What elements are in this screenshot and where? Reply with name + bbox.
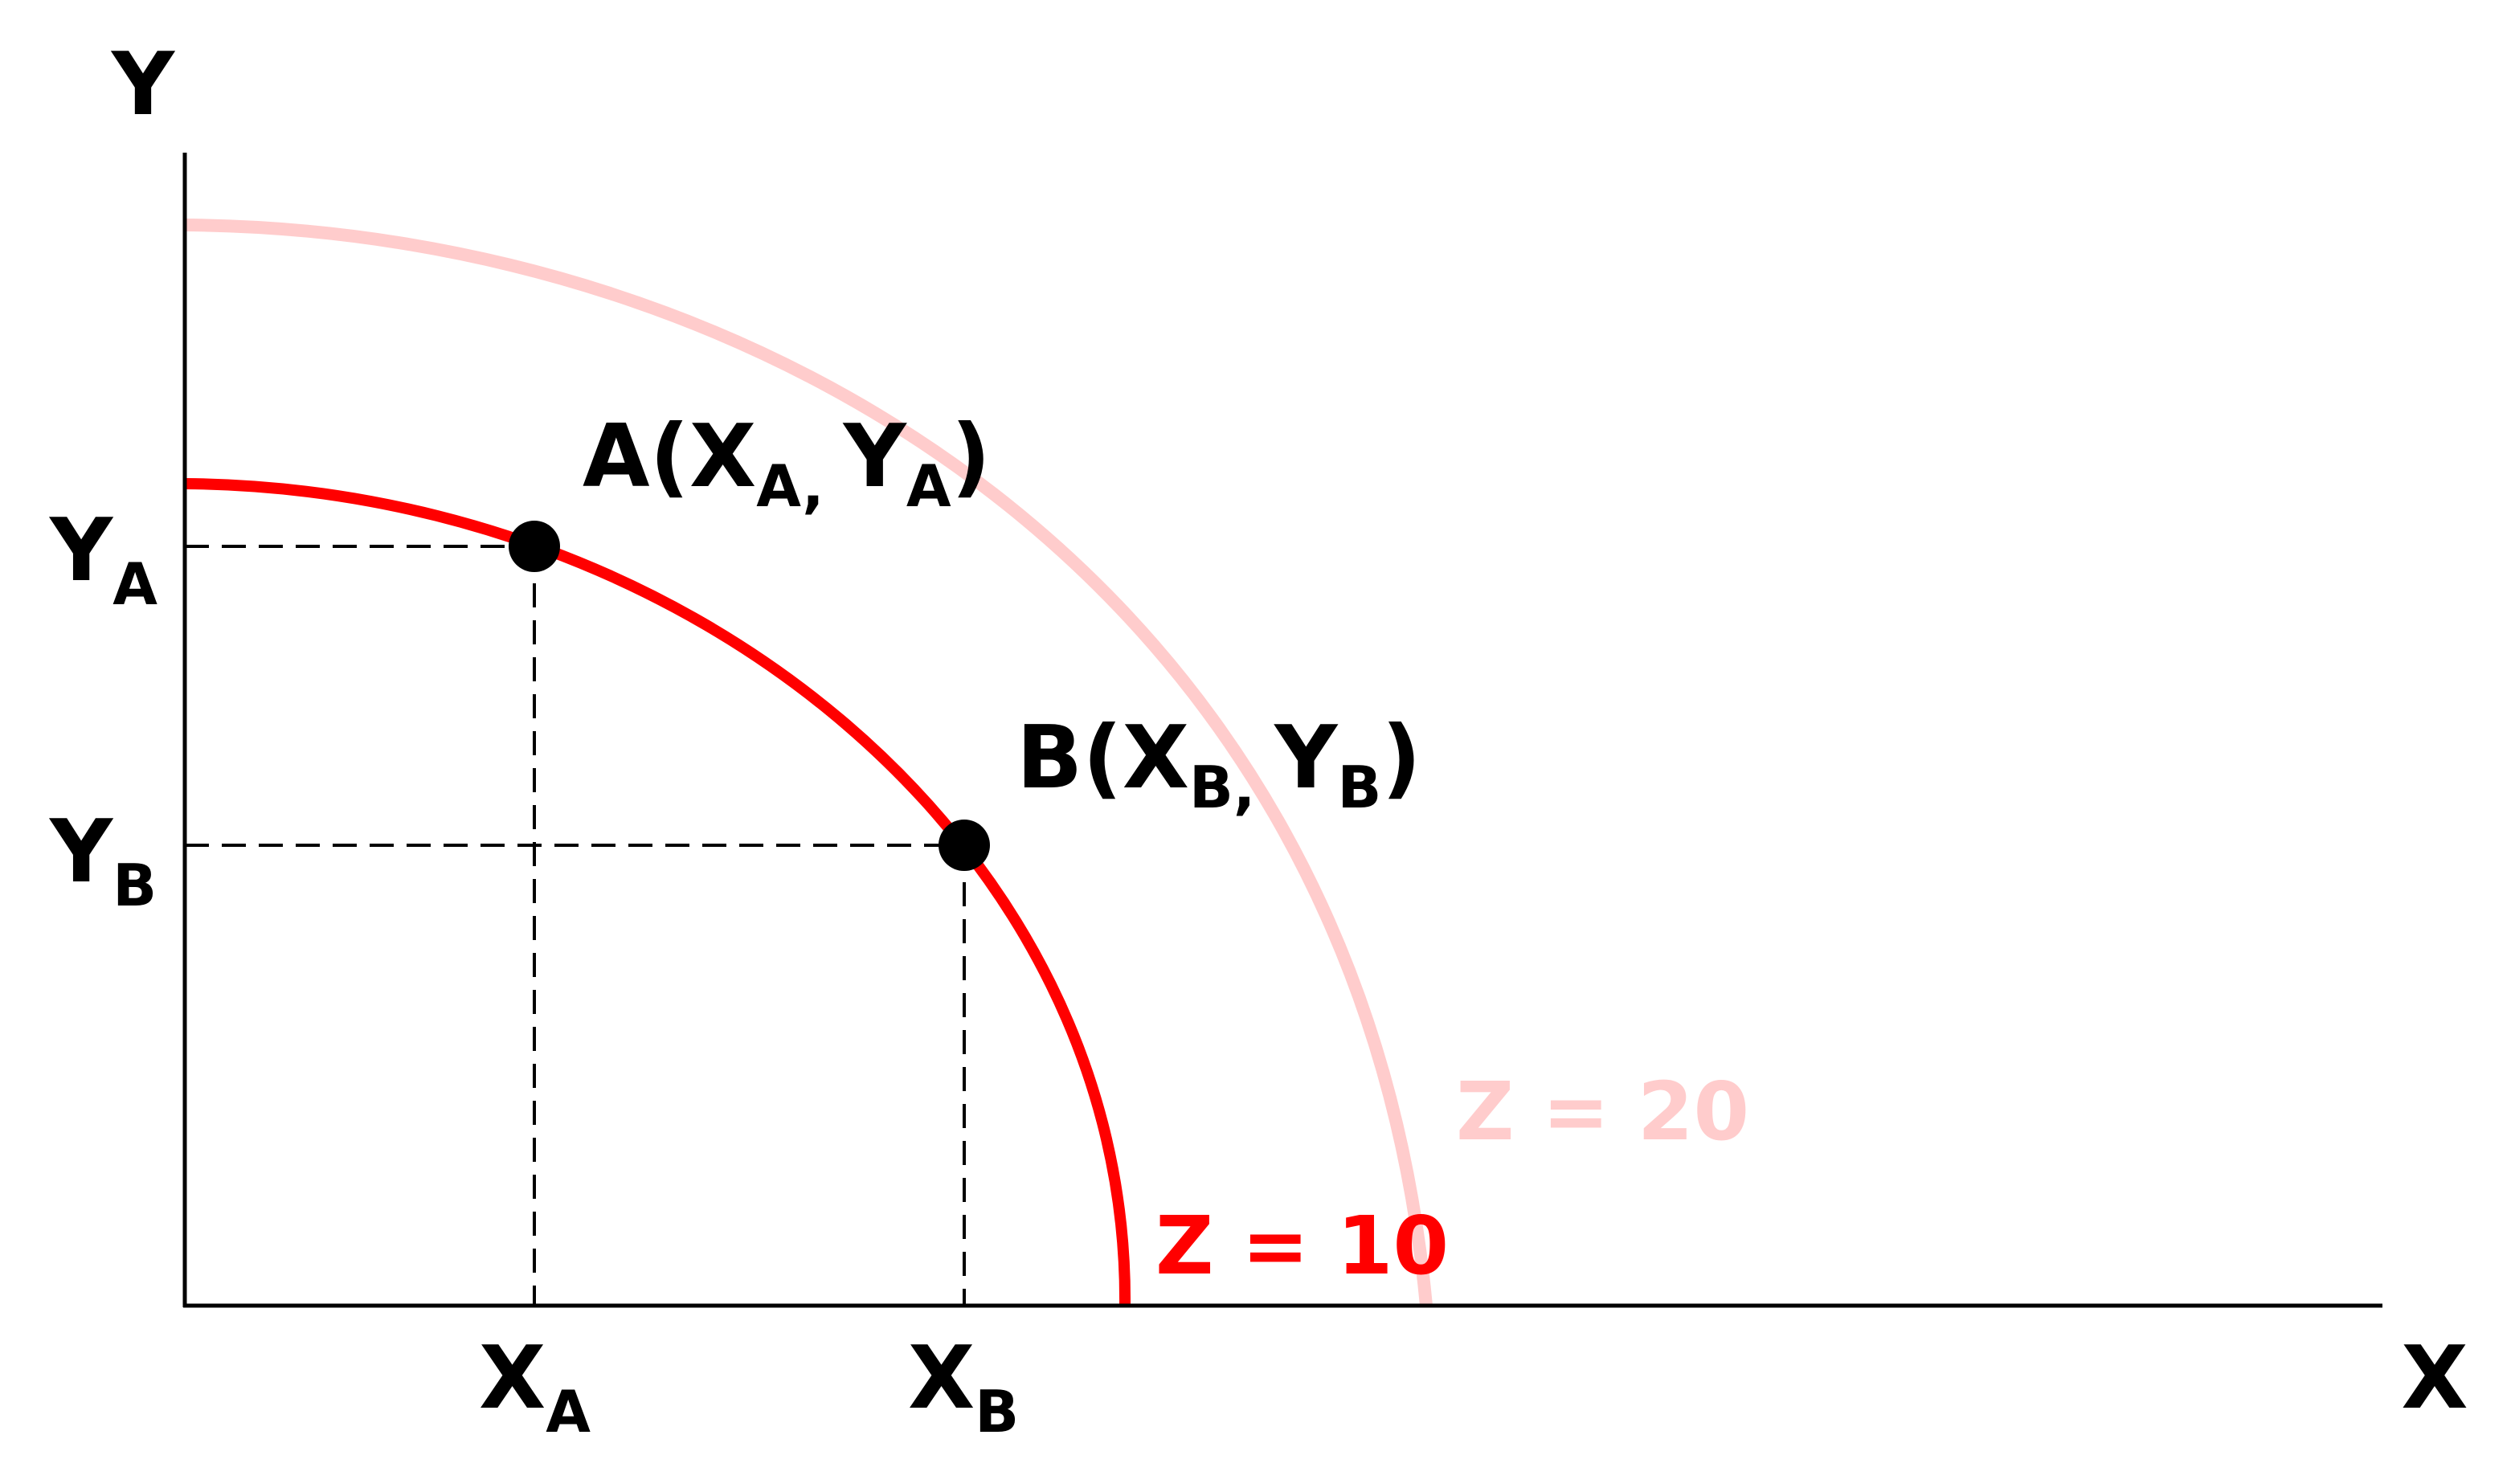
axes [182, 153, 2382, 1308]
curve-z20-label: Z = 20 [1456, 1065, 1749, 1159]
y-axis-label: Y [110, 35, 176, 135]
tick-label-xb: XB [908, 1328, 1019, 1445]
tick-label-xa: XA [479, 1328, 591, 1445]
curve-z10 [184, 478, 1131, 1306]
tick-label-ya: YA [48, 501, 157, 618]
point-b-marker [939, 820, 990, 871]
curve-z20 [184, 219, 1433, 1306]
tick-label-yb: YB [48, 802, 157, 919]
x-axis-label: X [2401, 1328, 2468, 1429]
point-a-marker [509, 521, 560, 572]
point-a-label: A(XA, YA) [583, 407, 991, 520]
point-b-label: B(XB, YB) [1016, 708, 1421, 821]
curve-z10-label: Z = 10 [1155, 1199, 1449, 1293]
guide-lines [185, 545, 966, 1306]
